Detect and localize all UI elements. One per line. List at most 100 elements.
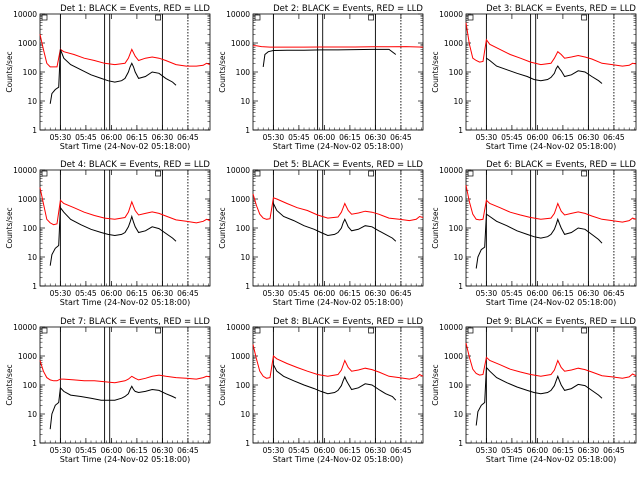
- x-tick-label: 06:15: [552, 133, 574, 142]
- y-tick-label: 1000: [231, 352, 250, 361]
- y-tick-label: 1000: [231, 195, 250, 204]
- y-tick-label: 100: [449, 224, 464, 233]
- x-axis-title: Start Time (24-Nov-02 05:18:00): [273, 142, 403, 151]
- lld-series-line: [252, 193, 424, 222]
- y-tick-label: 10: [240, 253, 250, 262]
- events-series-line: [475, 213, 603, 269]
- y-tick-label: 1: [245, 439, 250, 448]
- x-tick-label: 06:45: [603, 289, 625, 298]
- y-tick-label: 10: [240, 410, 250, 419]
- corner-marker: [581, 170, 587, 177]
- y-tick-label: 1000: [444, 352, 463, 361]
- y-tick-label: 1: [245, 282, 250, 291]
- panel-det-2: Det 2: BLACK = Events, RED = LLD 1 10 100 10…: [218, 4, 424, 151]
- y-tick-label: 100: [236, 381, 251, 390]
- y-tick-label: 1: [245, 126, 250, 135]
- y-tick-label: 10000: [13, 323, 37, 332]
- y-tick-label: 1000: [444, 195, 463, 204]
- x-tick-label: 06:45: [177, 289, 199, 298]
- x-tick-label: 06:15: [126, 446, 148, 455]
- panel-title: Det 9: BLACK = Events, RED = LLD: [486, 317, 636, 327]
- plot-frame: [39, 326, 211, 444]
- x-tick-label: 06:15: [339, 446, 361, 455]
- x-axis-title: Start Time (24-Nov-02 05:18:00): [486, 142, 616, 151]
- plot-frame: [465, 326, 637, 444]
- x-tick-label: 06:00: [527, 446, 549, 455]
- y-tick-label: 1: [458, 439, 463, 448]
- x-tick-label: 06:00: [101, 289, 123, 298]
- x-tick-label: 06:45: [603, 133, 625, 142]
- y-tick-label: 10000: [439, 10, 463, 19]
- corner-marker: [155, 327, 161, 334]
- events-series-line: [272, 203, 397, 242]
- y-tick-label: 10: [27, 97, 37, 106]
- events-series-line: [475, 366, 603, 426]
- y-tick-label: 100: [23, 224, 38, 233]
- corner-marker: [254, 170, 261, 177]
- plot-frame: [252, 326, 424, 444]
- panel-det-3: Det 3: BLACK = Events, RED = LLD 1 10 100 10…: [431, 4, 637, 151]
- x-tick-label: 05:45: [75, 289, 97, 298]
- y-tick-label: 10000: [13, 166, 37, 175]
- x-tick-label: 05:30: [50, 446, 72, 455]
- corner-marker: [254, 327, 261, 334]
- y-tick-label: 10000: [226, 10, 250, 19]
- x-tick-label: 06:00: [101, 133, 123, 142]
- x-tick-label: 06:15: [552, 446, 574, 455]
- corner-marker: [467, 170, 474, 177]
- y-tick-label: 10: [240, 97, 250, 106]
- x-tick-label: 06:00: [314, 446, 336, 455]
- x-tick-label: 06:45: [177, 446, 199, 455]
- y-tick-label: 100: [449, 68, 464, 77]
- x-tick-label: 06:45: [390, 446, 412, 455]
- y-tick-label: 100: [236, 224, 251, 233]
- y-tick-label: 1000: [18, 352, 37, 361]
- x-tick-label: 05:45: [501, 446, 523, 455]
- y-tick-label: 1: [32, 126, 37, 135]
- panel-title: Det 8: BLACK = Events, RED = LLD: [273, 317, 423, 327]
- panel-title: Det 1: BLACK = Events, RED = LLD: [60, 4, 210, 14]
- y-axis-title: Counts/sec: [218, 364, 227, 405]
- y-tick-label: 1000: [18, 39, 37, 48]
- plot-frame: [252, 13, 424, 131]
- lld-series-line: [39, 34, 211, 68]
- panel-title: Det 2: BLACK = Events, RED = LLD: [273, 4, 423, 14]
- x-tick-label: 06:45: [390, 133, 412, 142]
- x-tick-label: 06:30: [365, 446, 387, 455]
- x-tick-label: 05:45: [288, 446, 310, 455]
- y-tick-label: 10: [27, 253, 37, 262]
- lld-series-line: [252, 344, 424, 380]
- y-axis-title: Counts/sec: [431, 364, 440, 405]
- events-series-line: [272, 364, 397, 401]
- corner-marker: [254, 14, 261, 21]
- x-tick-label: 05:30: [476, 133, 498, 142]
- corner-marker: [155, 170, 161, 177]
- y-tick-label: 10: [27, 410, 37, 419]
- x-tick-label: 05:30: [50, 289, 72, 298]
- x-tick-label: 06:00: [527, 289, 549, 298]
- y-axis-title: Counts/sec: [5, 51, 14, 92]
- y-tick-label: 100: [23, 381, 38, 390]
- x-tick-label: 05:30: [476, 289, 498, 298]
- x-tick-label: 05:45: [75, 446, 97, 455]
- plot-frame: [465, 169, 637, 287]
- panel-title: Det 5: BLACK = Events, RED = LLD: [273, 160, 423, 170]
- x-tick-label: 06:00: [527, 133, 549, 142]
- x-axis-title: Start Time (24-Nov-02 05:18:00): [60, 455, 190, 464]
- corner-marker: [581, 327, 587, 334]
- corner-marker: [41, 14, 48, 21]
- x-tick-label: 06:45: [177, 133, 199, 142]
- x-tick-label: 06:30: [578, 446, 600, 455]
- y-tick-label: 10000: [439, 323, 463, 332]
- y-axis-title: Counts/sec: [431, 51, 440, 92]
- events-series-line: [49, 206, 177, 266]
- x-tick-label: 05:45: [75, 133, 97, 142]
- plot-frame: [465, 13, 637, 131]
- x-tick-label: 06:30: [152, 133, 174, 142]
- x-tick-label: 06:00: [314, 133, 336, 142]
- x-tick-label: 06:30: [365, 133, 387, 142]
- x-tick-label: 06:15: [126, 289, 148, 298]
- corner-marker: [467, 327, 474, 334]
- y-axis-title: Counts/sec: [431, 207, 440, 248]
- x-tick-label: 05:30: [476, 446, 498, 455]
